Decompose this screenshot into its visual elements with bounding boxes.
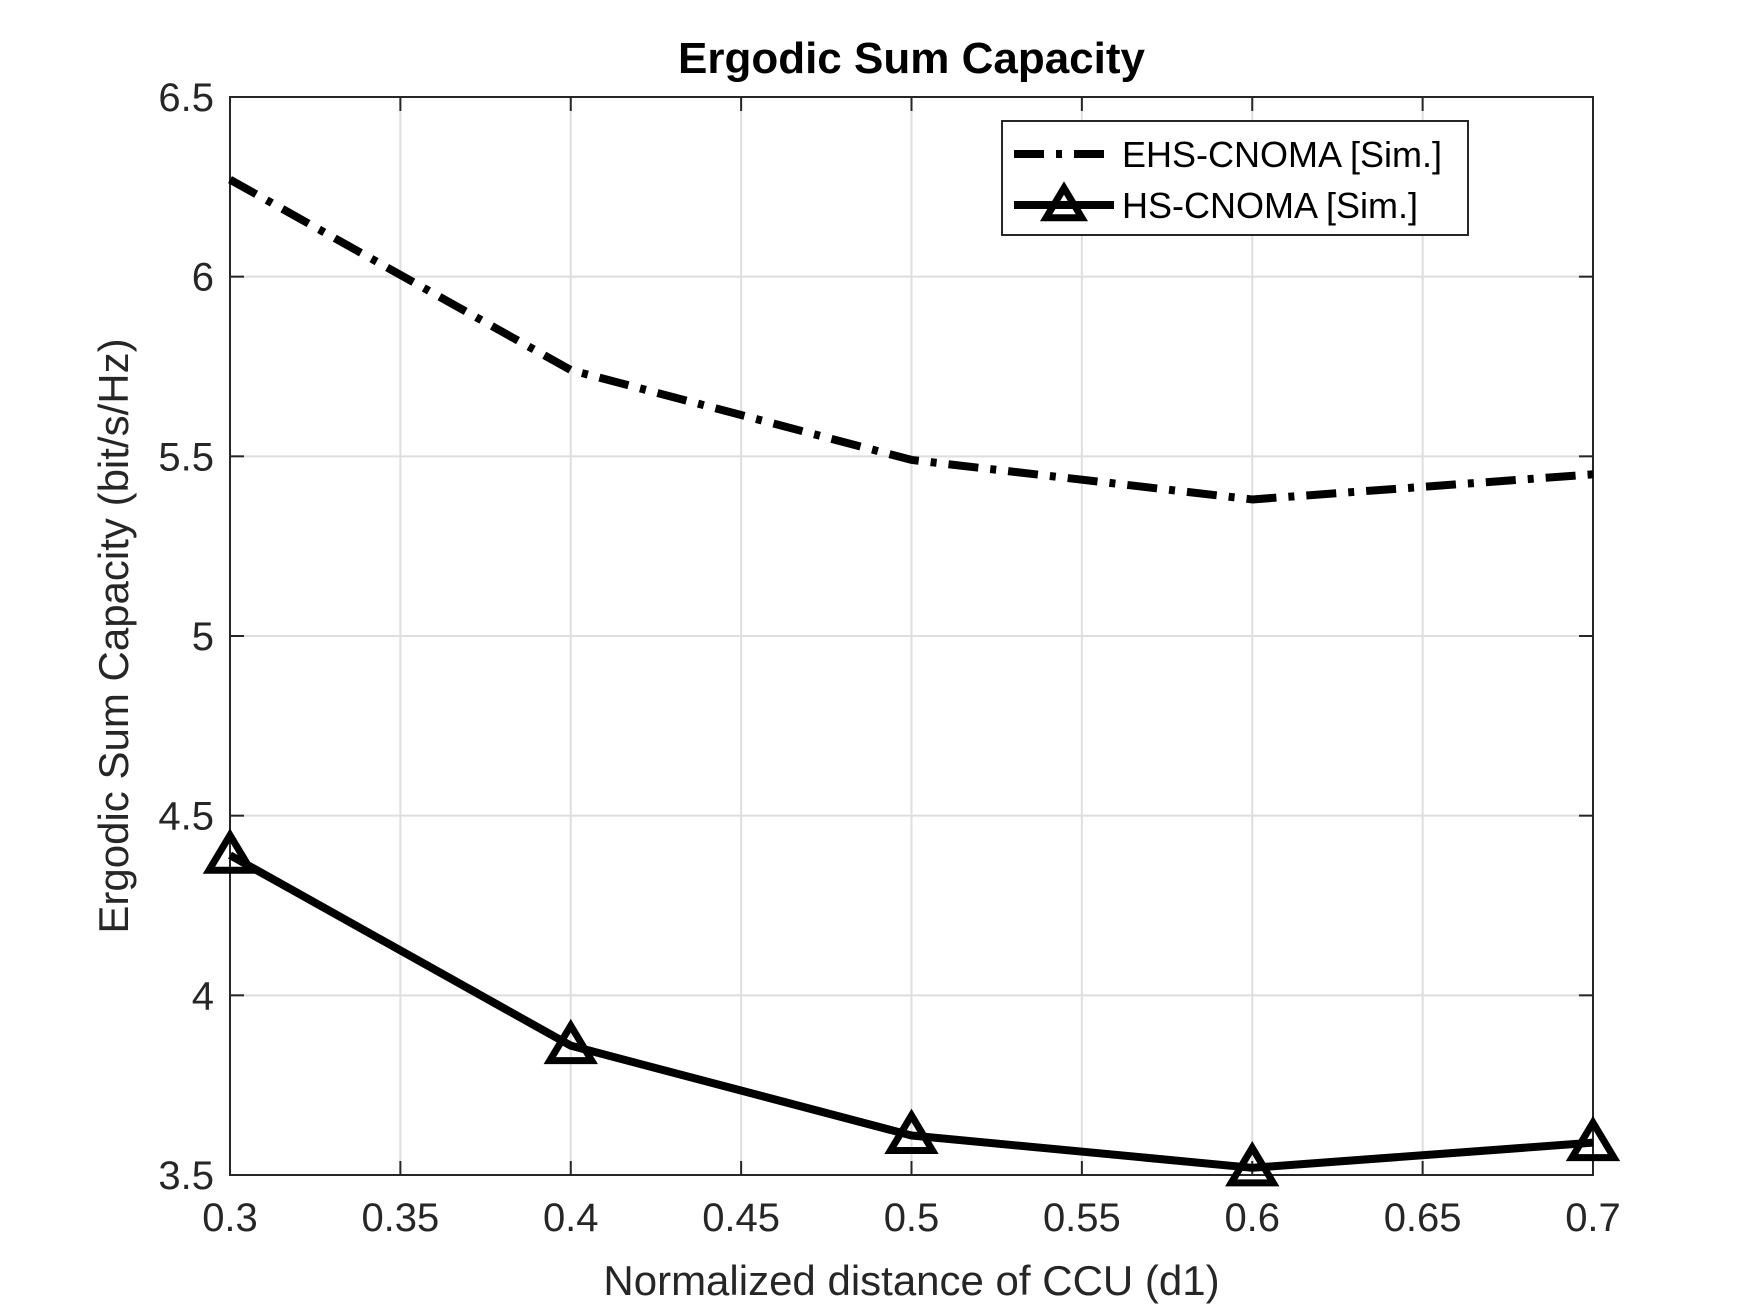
data-point-marker xyxy=(202,828,258,874)
y-tick-label: 6 xyxy=(192,256,214,300)
legend-label-1: HS-CNOMA [Sim.] xyxy=(1122,185,1418,226)
y-axis-label: Ergodic Sum Capacity (bit/s/Hz) xyxy=(90,338,137,933)
x-tick-label: 0.6 xyxy=(1224,1196,1280,1240)
x-tick-label: 0.35 xyxy=(361,1196,439,1240)
data-point-marker xyxy=(884,1108,939,1154)
data-point-marker xyxy=(1565,1115,1621,1162)
x-tick-label: 0.55 xyxy=(1043,1196,1121,1240)
x-axis-label: Normalized distance of CCU (d1) xyxy=(603,1257,1219,1304)
legend-label-0: EHS-CNOMA [Sim.] xyxy=(1122,134,1442,175)
legend: EHS-CNOMA [Sim.] HS-CNOMA [Sim.] xyxy=(1001,120,1469,236)
data-point-marker xyxy=(543,1018,598,1065)
series-line-1 xyxy=(228,851,1594,1172)
legend-marker xyxy=(1039,181,1089,222)
y-tick-label: 5.5 xyxy=(158,435,214,479)
y-tick-label: 3.5 xyxy=(158,1154,214,1198)
y-tick-label: 6.5 xyxy=(158,76,214,120)
x-tick-label: 0.4 xyxy=(543,1196,599,1240)
y-tick-label: 5 xyxy=(192,615,214,659)
x-tick-label: 0.65 xyxy=(1384,1196,1462,1240)
plot-area xyxy=(229,96,1594,1176)
chart-title: Ergodic Sum Capacity xyxy=(678,34,1146,83)
x-tick-label: 0.5 xyxy=(884,1196,940,1240)
data-point-marker xyxy=(1225,1141,1280,1187)
x-tick-label: 0.45 xyxy=(702,1196,780,1240)
axis-ticks: 0.3 0.35 0.4 0.45 0.5 0.55 0.6 0.65 0.7 3.5 4 4.5 5 5… xyxy=(158,76,1620,1240)
y-tick-label: 4 xyxy=(192,974,214,1018)
x-tick-label: 0.3 xyxy=(202,1196,258,1240)
series-line-0 xyxy=(228,176,1594,504)
series-layer xyxy=(202,176,1621,1187)
y-tick-label: 4.5 xyxy=(158,795,214,839)
x-tick-label: 0.7 xyxy=(1565,1196,1621,1240)
